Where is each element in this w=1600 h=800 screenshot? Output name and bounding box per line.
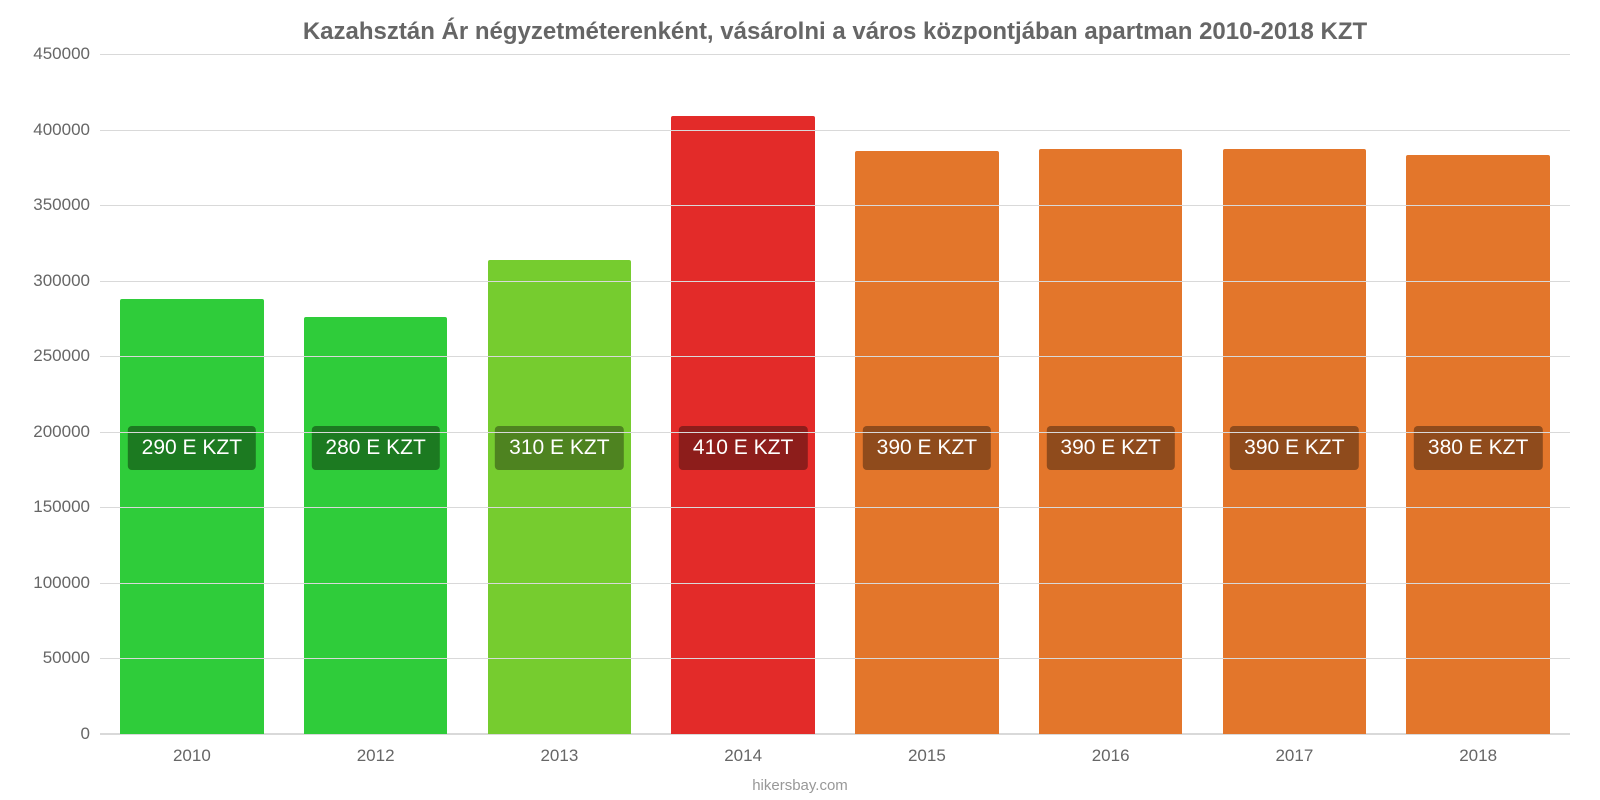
bar-slot: 310 E KZT2013	[468, 54, 652, 734]
value-badge: 310 E KZT	[495, 426, 623, 470]
y-tick-label: 100000	[33, 573, 100, 593]
value-badge: 390 E KZT	[1230, 426, 1358, 470]
y-tick-label: 300000	[33, 271, 100, 291]
bar	[120, 299, 263, 734]
bar-slot: 390 E KZT2015	[835, 54, 1019, 734]
bar	[671, 116, 814, 734]
y-tick-label: 350000	[33, 195, 100, 215]
x-tick-label: 2017	[1275, 734, 1313, 766]
y-tick-label: 0	[81, 724, 100, 744]
y-tick-label: 400000	[33, 120, 100, 140]
x-tick-label: 2013	[540, 734, 578, 766]
chart-footer: hikersbay.com	[0, 777, 1600, 794]
y-tick-label: 150000	[33, 497, 100, 517]
plot-area: 290 E KZT2010280 E KZT2012310 E KZT20134…	[100, 54, 1570, 734]
y-tick-label: 250000	[33, 346, 100, 366]
x-tick-label: 2014	[724, 734, 762, 766]
grid-line	[100, 281, 1570, 282]
grid-line	[100, 205, 1570, 206]
grid-line	[100, 432, 1570, 433]
bar-slot: 410 E KZT2014	[651, 54, 835, 734]
x-tick-label: 2016	[1092, 734, 1130, 766]
bar-slot: 380 E KZT2018	[1386, 54, 1570, 734]
grid-line	[100, 583, 1570, 584]
chart-container: Kazahsztán Ár négyzetméterenként, vásáro…	[0, 0, 1600, 800]
bar-slot: 290 E KZT2010	[100, 54, 284, 734]
x-tick-label: 2012	[357, 734, 395, 766]
bar-slot: 390 E KZT2017	[1203, 54, 1387, 734]
grid-line	[100, 54, 1570, 55]
grid-line	[100, 130, 1570, 131]
value-badge: 390 E KZT	[863, 426, 991, 470]
bar	[304, 317, 447, 734]
bar-slot: 390 E KZT2016	[1019, 54, 1203, 734]
y-tick-label: 450000	[33, 44, 100, 64]
x-tick-label: 2010	[173, 734, 211, 766]
value-badge: 380 E KZT	[1414, 426, 1542, 470]
bar	[488, 260, 631, 734]
chart-title: Kazahsztán Ár négyzetméterenként, vásáro…	[100, 18, 1570, 46]
bars-group: 290 E KZT2010280 E KZT2012310 E KZT20134…	[100, 54, 1570, 734]
grid-line	[100, 658, 1570, 659]
bar-slot: 280 E KZT2012	[284, 54, 468, 734]
y-tick-label: 200000	[33, 422, 100, 442]
y-tick-label: 50000	[43, 648, 100, 668]
grid-line	[100, 356, 1570, 357]
value-badge: 290 E KZT	[128, 426, 256, 470]
value-badge: 410 E KZT	[679, 426, 807, 470]
x-tick-label: 2018	[1459, 734, 1497, 766]
value-badge: 280 E KZT	[311, 426, 439, 470]
grid-line	[100, 734, 1570, 735]
x-tick-label: 2015	[908, 734, 946, 766]
grid-line	[100, 507, 1570, 508]
value-badge: 390 E KZT	[1046, 426, 1174, 470]
